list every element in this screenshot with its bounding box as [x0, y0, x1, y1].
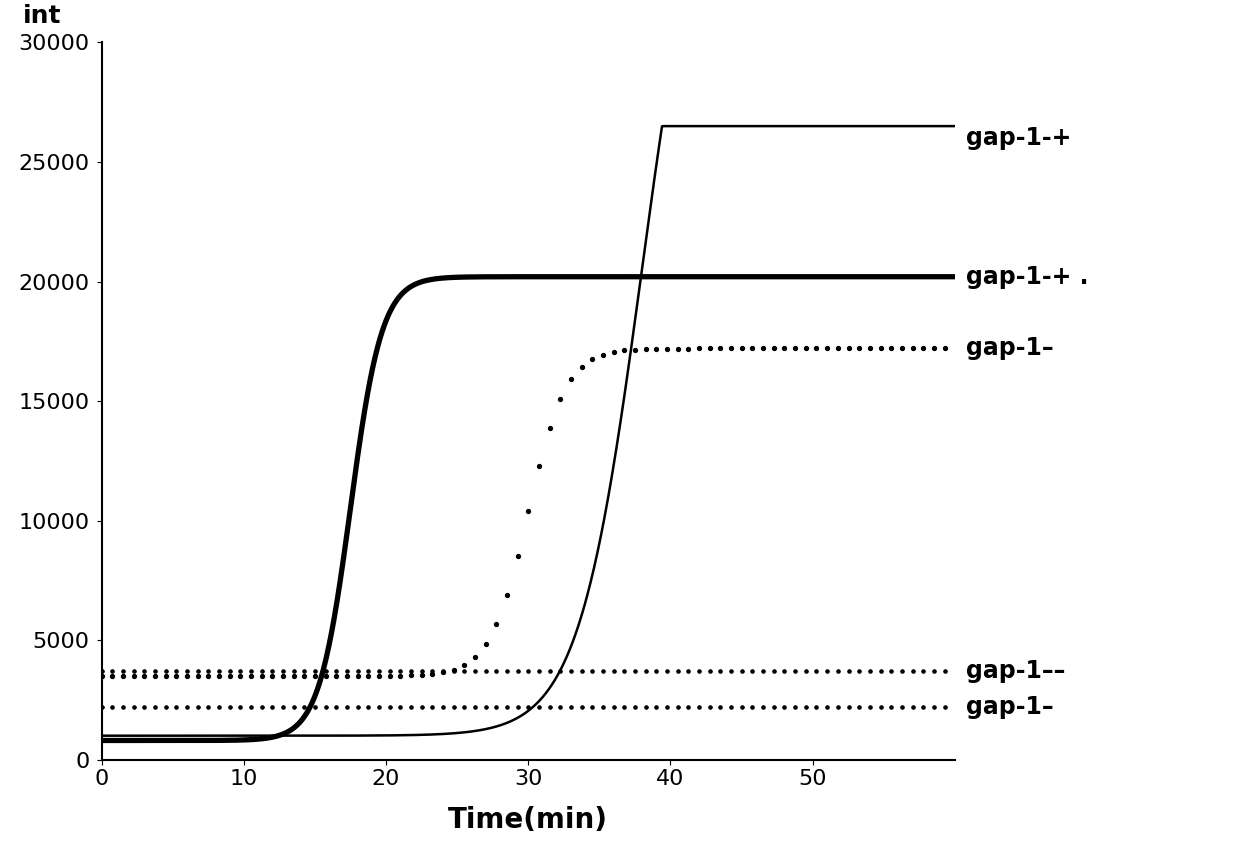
Text: gap-1-+ .: gap-1-+ .	[966, 265, 1089, 289]
Text: gap-1–: gap-1–	[966, 336, 1054, 361]
Text: gap-1––: gap-1––	[966, 659, 1065, 683]
Text: gap-1–: gap-1–	[966, 695, 1054, 719]
Text: int: int	[22, 4, 61, 28]
Text: gap-1-+: gap-1-+	[966, 126, 1071, 150]
X-axis label: Time(min): Time(min)	[448, 806, 608, 834]
